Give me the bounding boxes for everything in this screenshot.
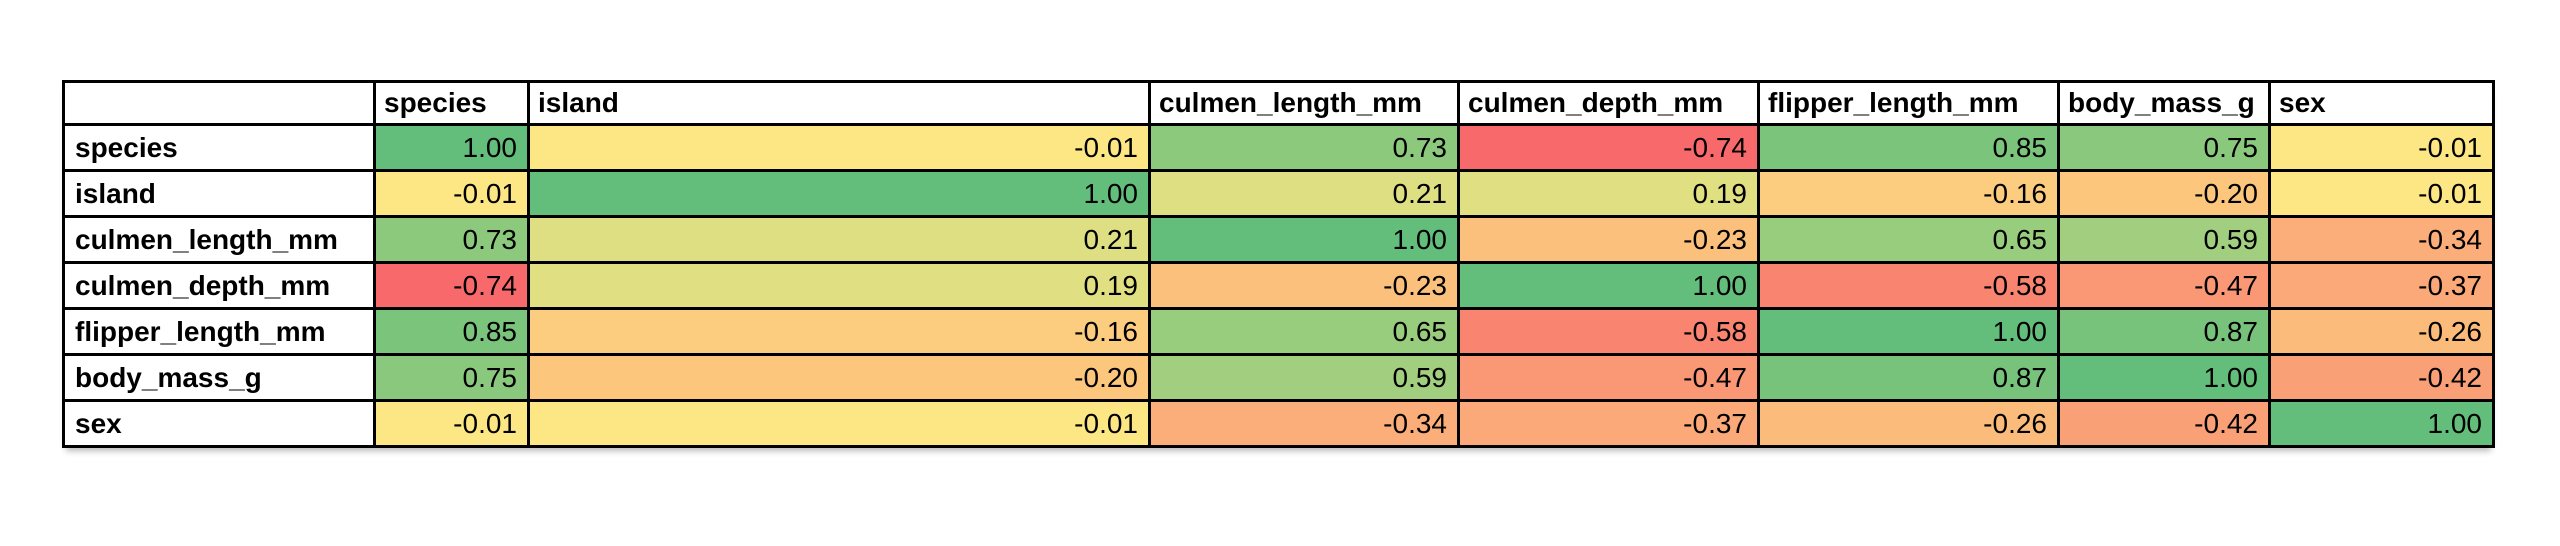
- matrix-row-culmen_depth_mm: culmen_depth_mm -0.74 0.19 -0.23 1.00 -0.58 -0…: [62, 261, 2495, 310]
- matrix-cell-body_mass_g-body_mass_g: 1.00: [2057, 353, 2271, 402]
- matrix-cell-culmen_length_mm-island: 0.21: [527, 215, 1151, 264]
- matrix-row-flipper_length_mm: flipper_length_mm 0.85 -0.16 0.65 -0.58 1.00 0…: [62, 307, 2495, 356]
- matrix-cell-culmen_depth_mm-sex: -0.37: [2268, 261, 2495, 310]
- matrix-cell-body_mass_g-sex: -0.42: [2268, 353, 2495, 402]
- matrix-cell-island-flipper_length_mm: -0.16: [1757, 169, 2060, 218]
- matrix-cell-species-culmen_depth_mm: -0.74: [1457, 123, 1760, 172]
- matrix-cell-flipper_length_mm-island: -0.16: [527, 307, 1151, 356]
- matrix-cell-sex-island: -0.01: [527, 399, 1151, 448]
- matrix-cell-sex-flipper_length_mm: -0.26: [1757, 399, 2060, 448]
- matrix-row-sex: sex -0.01 -0.01 -0.34 -0.37 -0.26 -0.42 1.00: [62, 399, 2495, 448]
- row-header-flipper_length_mm: flipper_length_mm: [62, 307, 376, 356]
- matrix-cell-culmen_length_mm-body_mass_g: 0.59: [2057, 215, 2271, 264]
- matrix-cell-sex-species: -0.01: [373, 399, 530, 448]
- matrix-row-culmen_length_mm: culmen_length_mm 0.73 0.21 1.00 -0.23 0.65 0.5…: [62, 215, 2495, 264]
- matrix-cell-sex-culmen_depth_mm: -0.37: [1457, 399, 1760, 448]
- matrix-cell-culmen_length_mm-flipper_length_mm: 0.65: [1757, 215, 2060, 264]
- matrix-cell-culmen_length_mm-culmen_depth_mm: -0.23: [1457, 215, 1760, 264]
- row-header-species: species: [62, 123, 376, 172]
- matrix-cell-species-body_mass_g: 0.75: [2057, 123, 2271, 172]
- matrix-header-row: species island culmen_length_mm culmen_dept…: [62, 80, 2495, 126]
- matrix-cell-body_mass_g-species: 0.75: [373, 353, 530, 402]
- matrix-cell-flipper_length_mm-sex: -0.26: [2268, 307, 2495, 356]
- column-header-flipper_length_mm: flipper_length_mm: [1757, 80, 2060, 126]
- matrix-cell-body_mass_g-culmen_length_mm: 0.59: [1148, 353, 1460, 402]
- row-header-body_mass_g: body_mass_g: [62, 353, 376, 402]
- matrix-cell-sex-culmen_length_mm: -0.34: [1148, 399, 1460, 448]
- matrix-cell-flipper_length_mm-flipper_length_mm: 1.00: [1757, 307, 2060, 356]
- matrix-cell-flipper_length_mm-culmen_length_mm: 0.65: [1148, 307, 1460, 356]
- column-header-sex: sex: [2268, 80, 2495, 126]
- matrix-cell-island-island: 1.00: [527, 169, 1151, 218]
- matrix-cell-culmen_depth_mm-culmen_length_mm: -0.23: [1148, 261, 1460, 310]
- column-header-culmen_length_mm: culmen_length_mm: [1148, 80, 1460, 126]
- row-header-culmen_length_mm: culmen_length_mm: [62, 215, 376, 264]
- matrix-cell-culmen_depth_mm-island: 0.19: [527, 261, 1151, 310]
- matrix-cell-species-flipper_length_mm: 0.85: [1757, 123, 2060, 172]
- matrix-cell-culmen_depth_mm-culmen_depth_mm: 1.00: [1457, 261, 1760, 310]
- matrix-cell-flipper_length_mm-species: 0.85: [373, 307, 530, 356]
- column-header-species: species: [373, 80, 530, 126]
- row-header-island: island: [62, 169, 376, 218]
- matrix-cell-body_mass_g-island: -0.20: [527, 353, 1151, 402]
- column-header-island: island: [527, 80, 1151, 126]
- matrix-cell-culmen_length_mm-sex: -0.34: [2268, 215, 2495, 264]
- matrix-cell-island-body_mass_g: -0.20: [2057, 169, 2271, 218]
- matrix-cell-flipper_length_mm-culmen_depth_mm: -0.58: [1457, 307, 1760, 356]
- corner-cell: [62, 80, 376, 126]
- row-header-culmen_depth_mm: culmen_depth_mm: [62, 261, 376, 310]
- matrix-cell-flipper_length_mm-body_mass_g: 0.87: [2057, 307, 2271, 356]
- correlation-matrix-table: species island culmen_length_mm culmen_dept…: [62, 80, 2495, 448]
- matrix-cell-sex-body_mass_g: -0.42: [2057, 399, 2271, 448]
- matrix-cell-island-species: -0.01: [373, 169, 530, 218]
- matrix-cell-island-culmen_depth_mm: 0.19: [1457, 169, 1760, 218]
- column-header-body_mass_g: body_mass_g: [2057, 80, 2271, 126]
- matrix-cell-island-culmen_length_mm: 0.21: [1148, 169, 1460, 218]
- matrix-cell-island-sex: -0.01: [2268, 169, 2495, 218]
- matrix-cell-species-culmen_length_mm: 0.73: [1148, 123, 1460, 172]
- matrix-cell-body_mass_g-flipper_length_mm: 0.87: [1757, 353, 2060, 402]
- matrix-cell-species-island: -0.01: [527, 123, 1151, 172]
- matrix-cell-culmen_depth_mm-species: -0.74: [373, 261, 530, 310]
- matrix-cell-sex-sex: 1.00: [2268, 399, 2495, 448]
- matrix-cell-culmen_depth_mm-flipper_length_mm: -0.58: [1757, 261, 2060, 310]
- matrix-cell-culmen_depth_mm-body_mass_g: -0.47: [2057, 261, 2271, 310]
- matrix-row-species: species 1.00 -0.01 0.73 -0.74 0.85 0.75 -0.01: [62, 123, 2495, 172]
- row-header-sex: sex: [62, 399, 376, 448]
- matrix-cell-body_mass_g-culmen_depth_mm: -0.47: [1457, 353, 1760, 402]
- matrix-cell-species-species: 1.00: [373, 123, 530, 172]
- column-header-culmen_depth_mm: culmen_depth_mm: [1457, 80, 1760, 126]
- matrix-row-island: island -0.01 1.00 0.21 0.19 -0.16 -0.20 -0.01: [62, 169, 2495, 218]
- matrix-row-body_mass_g: body_mass_g 0.75 -0.20 0.59 -0.47 0.87 1.00 -0.…: [62, 353, 2495, 402]
- matrix-cell-culmen_length_mm-culmen_length_mm: 1.00: [1148, 215, 1460, 264]
- matrix-cell-culmen_length_mm-species: 0.73: [373, 215, 530, 264]
- matrix-cell-species-sex: -0.01: [2268, 123, 2495, 172]
